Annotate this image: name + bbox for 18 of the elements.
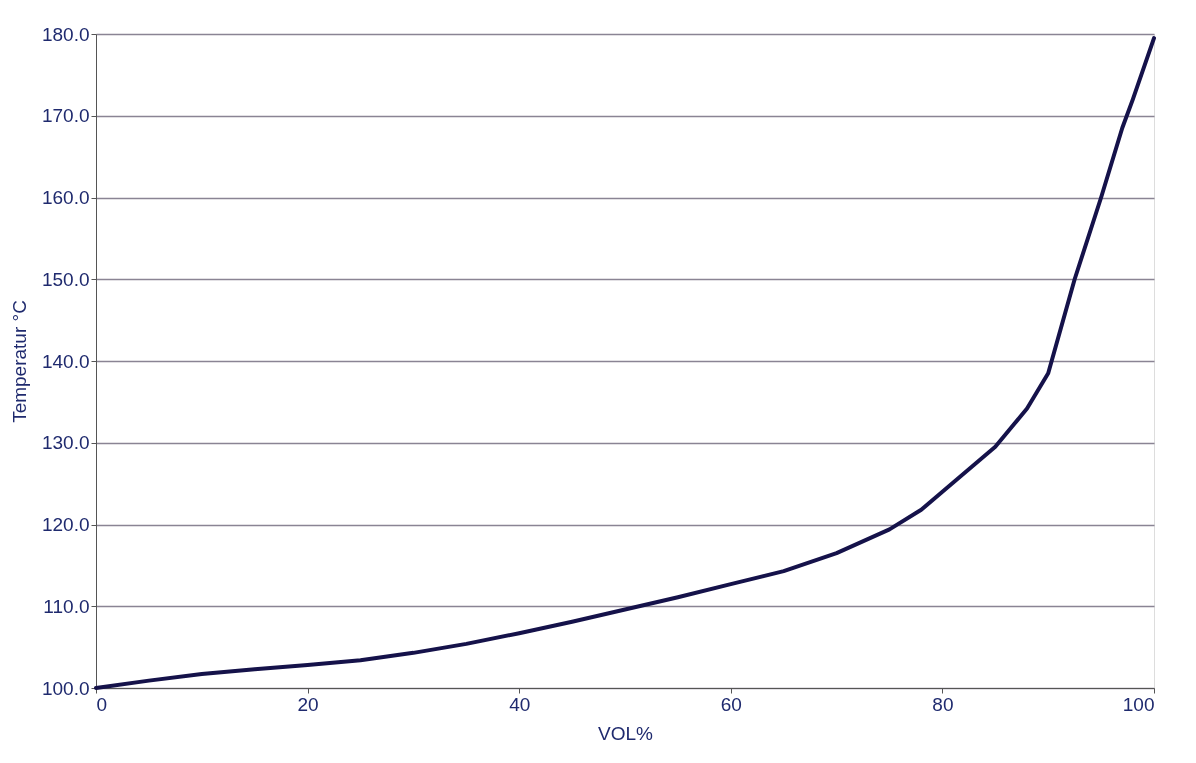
y-tick-label: 170.0 [41, 105, 90, 127]
line-series [94, 36, 1156, 690]
x-tick-label: 80 [932, 693, 954, 715]
x-tick-label: 40 [509, 693, 531, 715]
y-tick-label: 120.0 [41, 514, 90, 535]
x-tick-label: 60 [720, 693, 742, 715]
y-axis-title: Temperatur °C [8, 300, 30, 423]
y-tick-label: 180.0 [41, 23, 90, 45]
x-axis-title: VOL% [598, 722, 654, 744]
x-tick-label: 0 [96, 693, 108, 715]
y-tick-label: 150.0 [41, 268, 90, 290]
y-tick-label: 130.0 [41, 432, 90, 454]
y-tick-label: 110.0 [43, 595, 90, 617]
y-tick-label: 160.0 [41, 187, 90, 208]
x-tick-label: 100 [1122, 693, 1155, 715]
y-tick-label: 140.0 [41, 350, 90, 372]
x-tick-label: 20 [297, 693, 319, 715]
y-tick-label: 100.0 [41, 677, 90, 699]
